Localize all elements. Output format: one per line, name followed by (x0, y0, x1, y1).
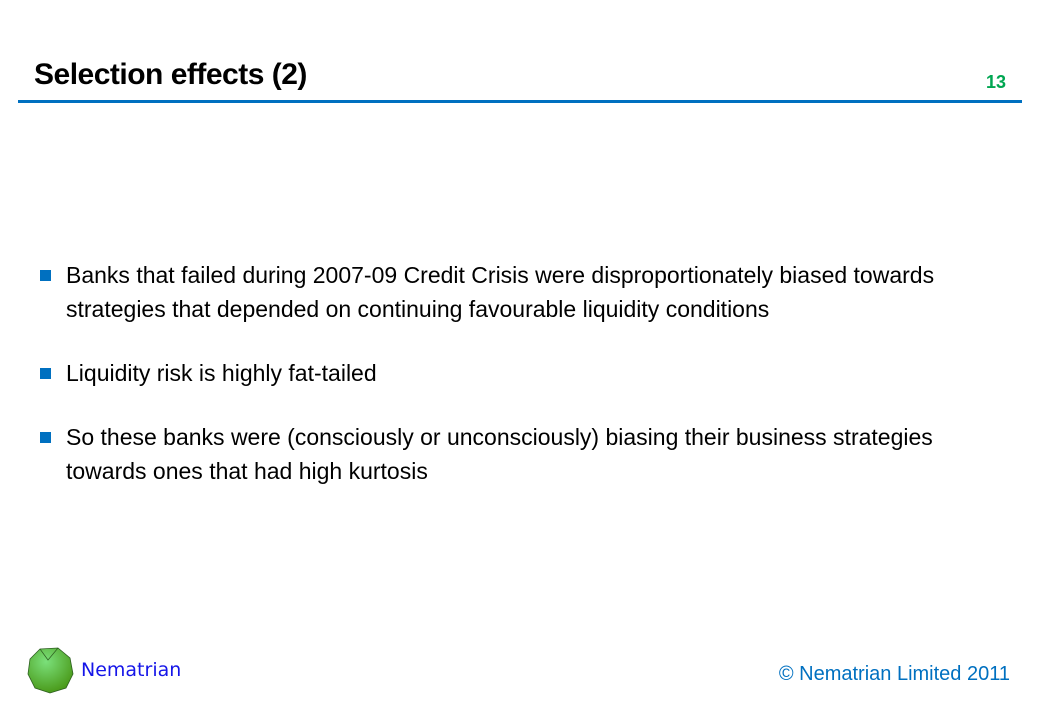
brand-name: Nematrian (81, 659, 182, 681)
bullet-text: Banks that failed during 2007-09 Credit … (66, 262, 935, 322)
bullet-item: So these banks were (consciously or unco… (40, 420, 1010, 488)
slide-title: Selection effects (2) (34, 58, 307, 91)
copyright-notice: © Nematrian Limited 2011 (778, 663, 1010, 685)
bullet-square-icon (40, 368, 51, 379)
nematrian-logo-icon (27, 647, 74, 694)
bullet-item: Liquidity risk is highly fat-tailed (40, 356, 1010, 390)
bullet-square-icon (40, 270, 51, 281)
bullet-list: Banks that failed during 2007-09 Credit … (40, 258, 1010, 518)
title-divider (18, 100, 1022, 103)
page-number: 13 (985, 72, 1006, 92)
bullet-text: So these banks were (consciously or unco… (66, 424, 933, 484)
bullet-text: Liquidity risk is highly fat-tailed (66, 360, 377, 386)
bullet-square-icon (40, 432, 51, 443)
bullet-item: Banks that failed during 2007-09 Credit … (40, 258, 1010, 326)
